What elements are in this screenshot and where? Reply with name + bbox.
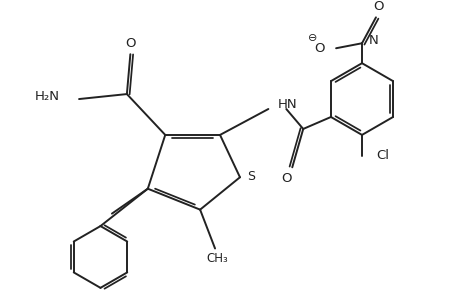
Text: Cl: Cl xyxy=(375,149,388,162)
Text: O: O xyxy=(372,0,383,13)
Text: H₂N: H₂N xyxy=(35,90,60,103)
Text: ⊖: ⊖ xyxy=(308,33,317,43)
Text: O: O xyxy=(314,42,325,55)
Text: O: O xyxy=(125,37,135,50)
Text: CH₃: CH₃ xyxy=(206,252,228,265)
Text: S: S xyxy=(246,170,254,183)
Text: N: N xyxy=(368,34,378,47)
Text: O: O xyxy=(280,172,291,185)
Text: HN: HN xyxy=(277,98,297,110)
